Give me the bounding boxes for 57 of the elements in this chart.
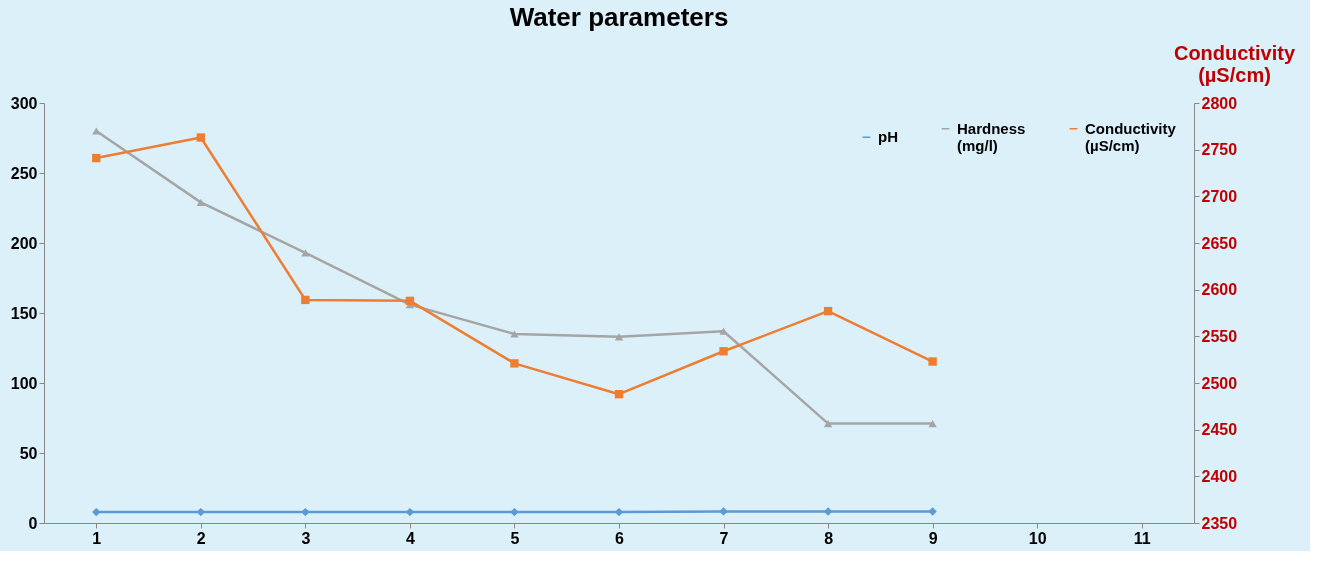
point bbox=[510, 330, 519, 338]
y-tick-label: 250 bbox=[10, 164, 38, 182]
point bbox=[92, 507, 101, 517]
point bbox=[510, 359, 519, 368]
legend-label: pH bbox=[878, 128, 898, 146]
point bbox=[614, 390, 624, 399]
x-tick-label: 2 bbox=[196, 529, 206, 547]
point bbox=[301, 249, 310, 257]
point bbox=[405, 296, 415, 306]
point bbox=[823, 507, 833, 516]
y2-axis-title: Conductivity (µS/cm) bbox=[1173, 41, 1296, 86]
y2-tick-label: 2700 bbox=[1201, 187, 1238, 205]
point bbox=[719, 327, 728, 335]
point bbox=[928, 357, 937, 366]
point bbox=[823, 306, 833, 316]
y2-tick-label: 2600 bbox=[1201, 281, 1238, 299]
y2-tick-label: 2550 bbox=[1201, 327, 1238, 345]
point bbox=[510, 507, 519, 517]
x-tick-label: 1 bbox=[92, 529, 102, 547]
point bbox=[823, 419, 833, 428]
y-tick-label: 300 bbox=[10, 94, 38, 112]
point bbox=[196, 507, 205, 517]
point bbox=[301, 507, 310, 517]
x-tick-label: 10 bbox=[1028, 529, 1047, 547]
point bbox=[928, 507, 937, 516]
x-tick-label: 3 bbox=[301, 529, 311, 547]
legend-label: Hardness (mg/l) bbox=[957, 119, 1026, 154]
point bbox=[928, 419, 937, 428]
x-tick-label: 9 bbox=[928, 529, 938, 547]
y2-tick-label: 2450 bbox=[1201, 421, 1238, 439]
x-tick-label: 6 bbox=[615, 529, 625, 547]
y2-tick-label: 2400 bbox=[1201, 467, 1238, 485]
y2-tick-label: 2650 bbox=[1201, 234, 1238, 252]
y-tick-label: 100 bbox=[10, 374, 38, 392]
legend-label: Conductivity (µS/cm) bbox=[1085, 119, 1177, 154]
point bbox=[719, 347, 728, 356]
chart-title: Water parameters bbox=[509, 2, 729, 32]
y-tick-label: 200 bbox=[10, 234, 38, 252]
y-tick-label: 150 bbox=[10, 304, 38, 322]
point bbox=[92, 153, 101, 163]
y2-tick-label: 2500 bbox=[1201, 374, 1238, 392]
x-tick-label: 11 bbox=[1133, 529, 1151, 547]
x-tick-label: 8 bbox=[824, 529, 834, 547]
x-tick-label: 7 bbox=[719, 529, 729, 547]
x-tick-label: 4 bbox=[405, 529, 415, 547]
point bbox=[92, 127, 101, 135]
point bbox=[196, 133, 205, 142]
y2-tick-label: 2750 bbox=[1201, 141, 1238, 159]
point bbox=[719, 507, 728, 516]
y-tick-label: 50 bbox=[19, 444, 38, 462]
point bbox=[196, 198, 205, 207]
y2-tick-label: 2350 bbox=[1201, 514, 1238, 532]
y2-tick-label: 2800 bbox=[1201, 94, 1238, 112]
point bbox=[301, 295, 310, 305]
y-tick-label: 0 bbox=[28, 514, 38, 532]
point bbox=[614, 333, 624, 341]
x-tick-label: 5 bbox=[510, 529, 520, 547]
